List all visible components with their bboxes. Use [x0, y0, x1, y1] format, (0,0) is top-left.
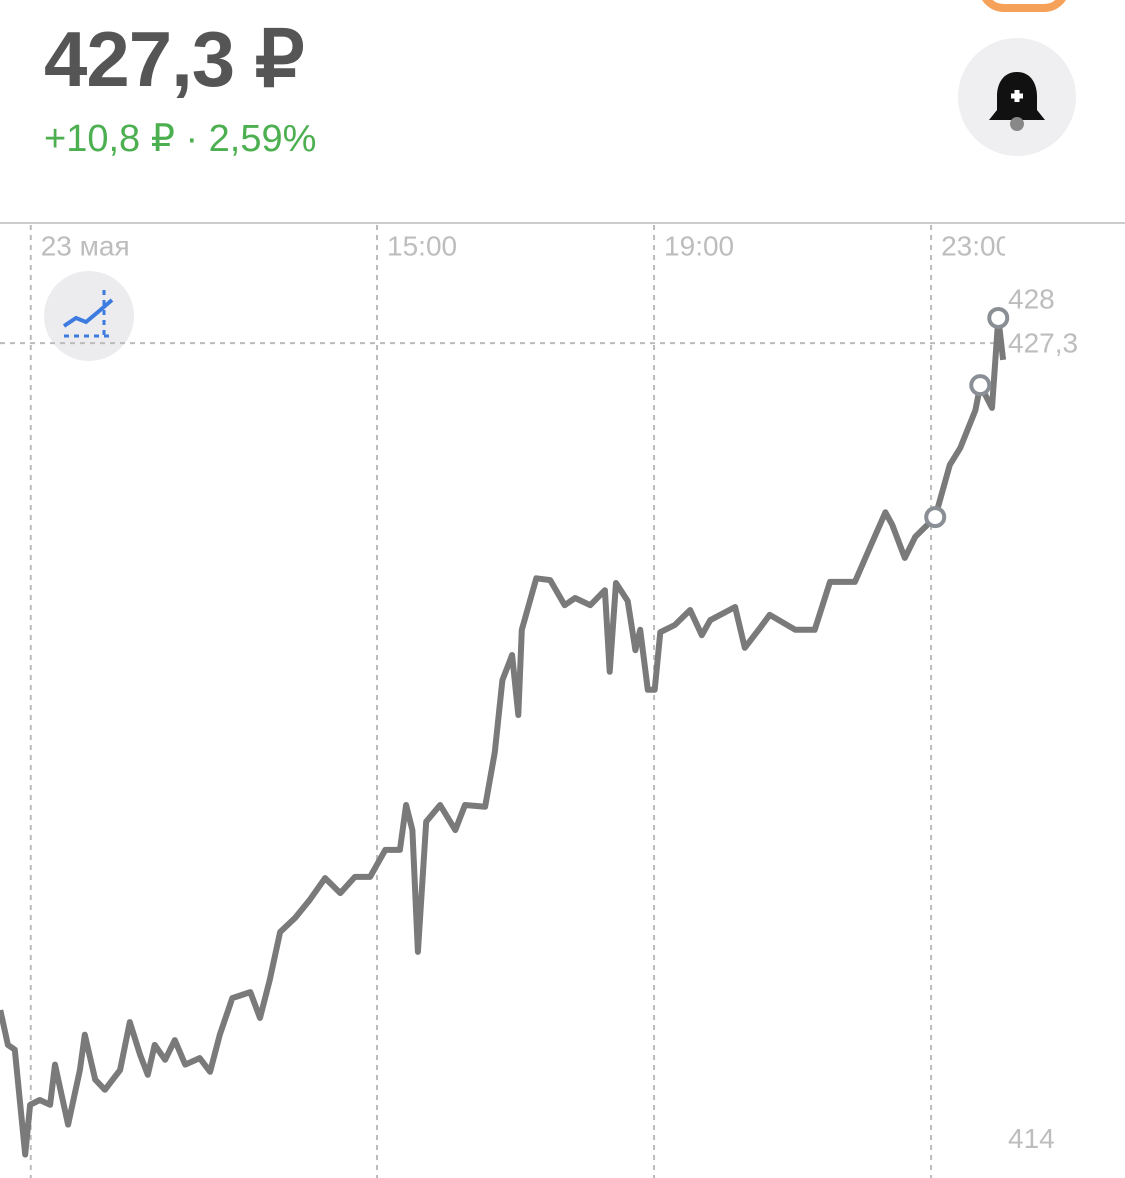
x-tick-label: 15:00	[387, 230, 457, 261]
price-change: +10,8 ₽ · 2,59%	[44, 118, 317, 160]
event-marker	[924, 506, 947, 529]
x-tick-label: 23:00	[941, 230, 1011, 261]
event-marker	[987, 306, 1010, 329]
y-tick-label: 428	[1008, 284, 1055, 315]
x-tick-label: 19:00	[664, 230, 734, 261]
price: 427,3 ₽	[44, 15, 304, 103]
price-line-series	[0, 315, 1007, 1158]
event-marker	[969, 374, 992, 397]
alert-button[interactable]	[958, 38, 1076, 156]
x-tick-label: 23 мая	[41, 230, 130, 261]
bell-icon	[989, 72, 1045, 131]
chart-type-button[interactable]	[44, 271, 134, 361]
y-tick-label: 414	[1008, 1123, 1055, 1154]
price-line-label: 427,3	[1008, 328, 1078, 359]
